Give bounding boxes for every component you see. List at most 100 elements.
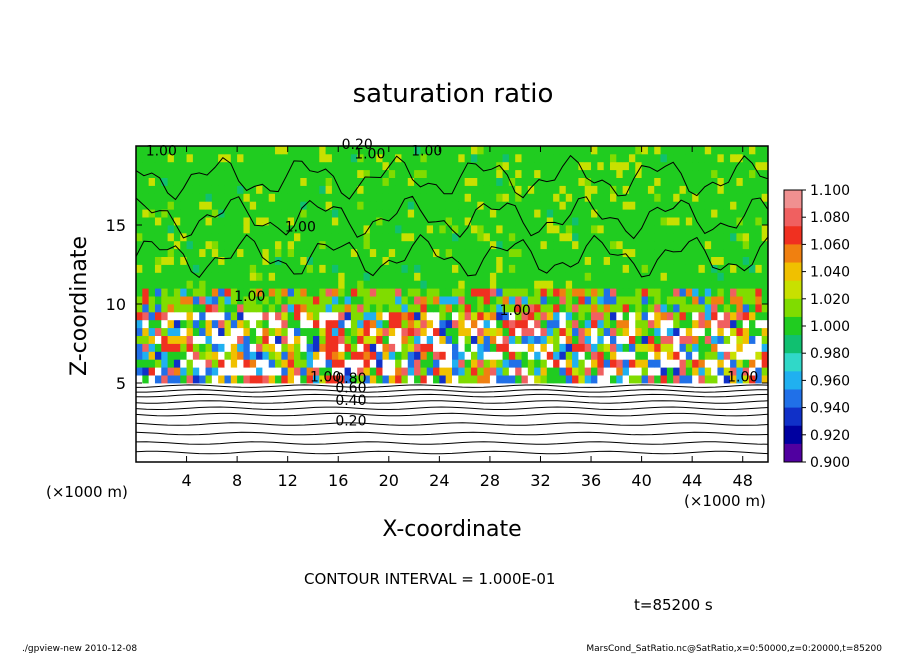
- field-cell: [319, 209, 326, 218]
- field-cell: [742, 272, 750, 281]
- field-cell: [698, 351, 706, 360]
- field-cell: [268, 375, 276, 384]
- field-cell: [420, 296, 428, 305]
- field-cell: [470, 351, 478, 360]
- field-cell: [761, 375, 769, 384]
- field-cell: [673, 335, 680, 344]
- field-cell: [641, 319, 649, 329]
- field-cell: [553, 359, 560, 368]
- field-cell: [508, 185, 516, 194]
- field-cell: [761, 217, 769, 226]
- field-cell: [527, 209, 535, 218]
- field-cell: [749, 256, 756, 265]
- field-cell: [211, 185, 219, 194]
- field-cell: [192, 272, 200, 281]
- field-cell: [711, 335, 718, 344]
- field-cell: [464, 272, 472, 281]
- field-cell: [306, 351, 314, 360]
- field-cell: [331, 232, 339, 242]
- field-cell: [452, 311, 459, 321]
- field-cell: [553, 217, 560, 226]
- field-cell: [673, 367, 680, 376]
- field-cell: [628, 375, 636, 384]
- field-cell: [312, 217, 320, 226]
- field-cell: [603, 280, 611, 289]
- field-cell: [534, 256, 541, 265]
- field-cell: [199, 232, 206, 242]
- field-cell: [350, 177, 358, 186]
- field-cell: [597, 359, 605, 368]
- y-tick-label: 15: [106, 216, 126, 235]
- field-cell: [388, 240, 396, 250]
- field-cell: [262, 217, 270, 226]
- field-cell: [635, 169, 642, 178]
- field-cell: [641, 209, 649, 218]
- field-cell: [496, 185, 503, 194]
- field-cell: [591, 327, 598, 336]
- field-cell: [401, 217, 409, 226]
- field-cell: [376, 280, 383, 289]
- field-cell: [742, 193, 750, 202]
- field-cell: [262, 343, 270, 352]
- field-cell: [445, 311, 453, 321]
- field-cell: [262, 161, 270, 171]
- field-cell: [199, 296, 206, 305]
- field-cell: [717, 217, 725, 226]
- field-cell: [591, 248, 598, 257]
- field-cell: [546, 232, 554, 242]
- field-cell: [262, 264, 270, 273]
- field-cell: [154, 161, 162, 171]
- field-cell: [256, 193, 263, 202]
- field-cell: [527, 169, 535, 178]
- field-cell: [369, 288, 377, 297]
- field-cell: [401, 248, 409, 257]
- field-cell: [464, 217, 472, 226]
- field-cell: [717, 343, 725, 352]
- field-cell: [647, 225, 655, 234]
- field-cell: [654, 375, 661, 384]
- field-cell: [755, 335, 763, 344]
- y-axis-unit: (×1000 m): [46, 483, 128, 501]
- field-cell: [363, 146, 371, 155]
- field-cell: [572, 296, 579, 305]
- field-cell: [515, 351, 522, 360]
- field-cell: [338, 169, 345, 178]
- field-cell: [420, 327, 428, 336]
- field-cell: [357, 193, 364, 202]
- field-cell: [148, 288, 156, 297]
- field-cell: [698, 264, 706, 273]
- field-cell: [546, 193, 554, 202]
- field-cell: [464, 185, 472, 194]
- field-cell: [546, 304, 554, 313]
- field-cell: [597, 169, 605, 178]
- field-cell: [224, 359, 232, 368]
- field-cell: [142, 335, 150, 344]
- field-cell: [565, 311, 573, 321]
- field-cell: [382, 351, 390, 360]
- field-cell: [654, 169, 661, 178]
- field-cell: [363, 256, 371, 265]
- field-cell: [325, 272, 333, 281]
- field-cell: [452, 209, 459, 218]
- field-cell: [742, 264, 750, 273]
- field-cell: [325, 240, 333, 250]
- field-cell: [388, 288, 396, 297]
- field-cell: [262, 153, 270, 163]
- field-cell: [717, 209, 725, 218]
- field-cell: [167, 288, 175, 297]
- field-cell: [420, 225, 428, 234]
- field-cell: [161, 169, 168, 178]
- field-cell: [717, 232, 725, 242]
- field-cell: [426, 177, 434, 186]
- field-cell: [616, 146, 624, 155]
- field-cell: [730, 209, 737, 218]
- field-cell: [395, 280, 402, 289]
- field-cell: [268, 146, 276, 155]
- field-cell: [597, 248, 605, 257]
- field-cell: [154, 248, 162, 257]
- field-cell: [685, 153, 693, 163]
- field-cell: [376, 288, 383, 297]
- field-cell: [224, 335, 232, 344]
- field-cell: [161, 248, 168, 257]
